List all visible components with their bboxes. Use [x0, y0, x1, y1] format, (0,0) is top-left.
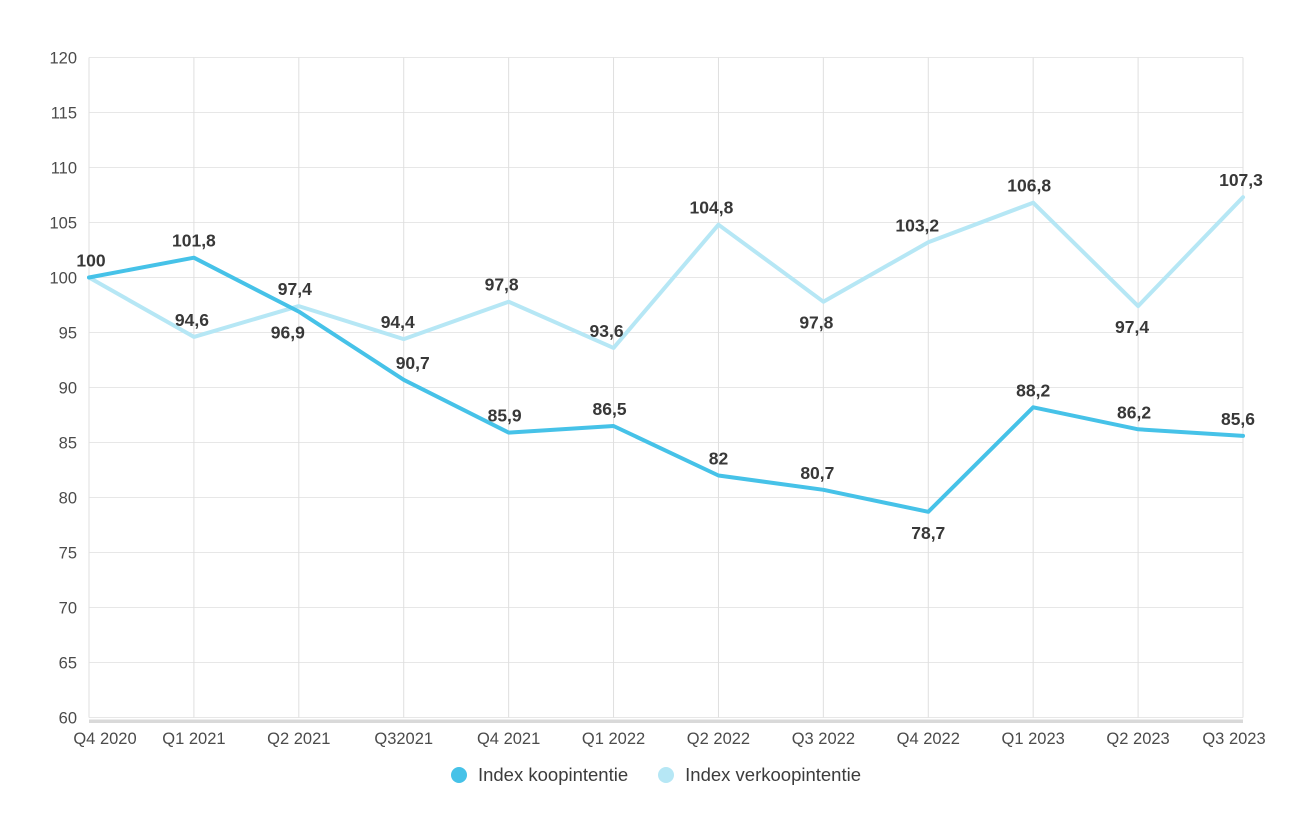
x-axis-tick-label: Q3 2022 [792, 730, 855, 748]
y-axis-tick-label: 115 [51, 105, 77, 123]
x-axis-tick-label: Q1 2021 [162, 730, 225, 748]
x-axis-tick-label: Q1 2023 [1002, 730, 1065, 748]
y-axis-tick-label: 90 [59, 380, 77, 398]
data-point-label: 88,2 [1016, 380, 1050, 400]
data-point-label: 104,8 [690, 198, 734, 218]
x-axis-tick-label: Q2 2022 [687, 730, 750, 748]
data-point-label: 97,8 [799, 313, 833, 333]
y-axis-tick-label: 70 [59, 600, 77, 618]
data-point-label: 86,5 [593, 399, 627, 419]
data-point-label: 96,9 [271, 323, 305, 343]
data-point-label: 82 [709, 449, 729, 469]
x-axis-tick-label: Q2 2021 [267, 730, 330, 748]
data-point-label: 78,7 [911, 523, 945, 543]
y-axis-tick-label: 85 [59, 435, 77, 453]
x-axis-line [89, 719, 1243, 723]
x-axis-tick-label: Q32021 [374, 730, 433, 748]
data-point-label: 85,9 [488, 406, 522, 426]
legend-item-verkoopintentie[interactable]: Index verkoopintentie [658, 764, 861, 786]
x-axis-tick-label: Q4 2021 [477, 730, 540, 748]
y-axis-tick-label: 100 [49, 270, 77, 288]
y-axis-tick-label: 105 [49, 215, 77, 233]
data-point-label: 86,2 [1117, 402, 1151, 422]
x-axis-tick-label: Q4 2020 [73, 730, 136, 748]
data-point-label: 90,7 [396, 353, 430, 373]
series-line-verkoopintentie [87, 195, 1245, 350]
legend-label-verkoopintentie: Index verkoopintentie [685, 764, 862, 785]
chart-canvas: 120 115 110 105 100 95 90 85 80 75 70 65 60 Q4 2020 Q1… [49, 50, 1265, 749]
data-point-label: 106,8 [1007, 176, 1051, 196]
legend-marker-koopintentie-icon [450, 767, 467, 783]
data-point-label: 97,4 [1115, 317, 1149, 337]
y-axis-tick-label: 65 [59, 655, 77, 673]
data-point-label: 97,8 [485, 275, 519, 295]
y-axis-tick-label: 110 [51, 160, 77, 178]
x-axis-tick-label: Q3 2023 [1202, 730, 1265, 748]
legend-label-koopintentie: Index koopintentie [477, 764, 629, 785]
y-axis-tick-label: 60 [59, 710, 77, 728]
data-point-label: 94,4 [381, 312, 415, 332]
data-point-label: 97,4 [278, 279, 312, 299]
data-point-label: 103,2 [895, 215, 939, 235]
x-axis-tick-label: Q2 2023 [1106, 730, 1169, 748]
data-point-label: 80,7 [800, 463, 834, 483]
data-point-label: 100 [76, 251, 105, 271]
y-axis-tick-label: 80 [59, 490, 77, 508]
y-axis-tick-label: 95 [59, 325, 77, 343]
data-point-label: 94,6 [175, 310, 209, 330]
data-point-label: 101,8 [172, 231, 216, 251]
series-line-koopintentie [87, 255, 1245, 514]
legend-marker-verkoopintentie-icon [658, 767, 675, 783]
x-axis-tick-label: Q1 2022 [582, 730, 645, 748]
y-axis-tick-label: 120 [49, 50, 77, 68]
data-point-label: 93,6 [590, 321, 624, 341]
data-point-label: 85,6 [1221, 409, 1255, 429]
y-axis-tick-label: 75 [59, 545, 77, 563]
chart-legend: Index koopintentie Index verkoopintentie [0, 764, 1312, 786]
data-point-label: 107,3 [1219, 170, 1263, 190]
x-axis-tick-label: Q4 2022 [897, 730, 960, 748]
legend-item-koopintentie[interactable]: Index koopintentie [450, 764, 629, 786]
